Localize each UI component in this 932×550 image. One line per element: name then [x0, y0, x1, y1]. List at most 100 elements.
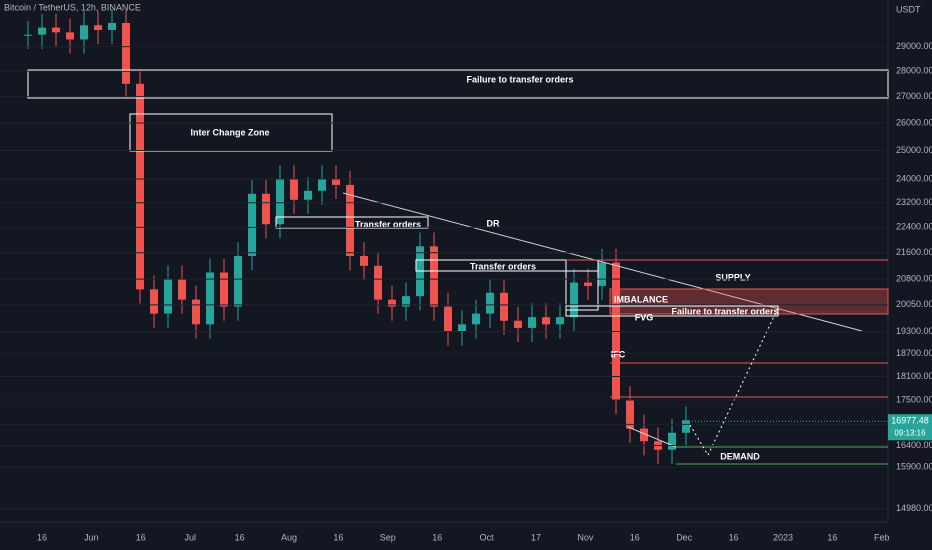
time-tick-label: Dec	[676, 532, 693, 542]
annotation: DR	[487, 218, 500, 228]
candle-body	[542, 317, 550, 325]
wedge-line	[627, 426, 677, 448]
price-tick-label: 20050.00	[896, 299, 932, 309]
price-badge	[888, 414, 932, 441]
price-tick-label: 26000.00	[896, 117, 932, 127]
candle-body	[304, 190, 312, 200]
countdown: 09:13:16	[894, 428, 926, 437]
candle-body	[206, 272, 214, 325]
candle-body	[486, 292, 494, 314]
candle-body	[682, 420, 690, 433]
zone-box	[27, 69, 889, 99]
candle-body	[220, 272, 228, 307]
price-tick-label: 21600.00	[896, 247, 932, 257]
candle-body	[388, 299, 396, 307]
candle-body	[430, 246, 438, 307]
time-tick-label: Oct	[480, 532, 495, 542]
annotation: Transfer orders	[355, 219, 421, 229]
candle-body	[248, 193, 256, 257]
candle-body	[472, 313, 480, 325]
candle-body	[500, 292, 508, 321]
price-tick-label: 14980.00	[896, 503, 932, 513]
time-tick-label: 16	[235, 532, 245, 542]
annotation: Failure to transfer orders	[671, 306, 778, 316]
candle-body	[136, 83, 144, 290]
zone-box	[565, 305, 779, 317]
projection-path	[689, 307, 779, 457]
zone-box	[129, 113, 333, 152]
candle-body	[668, 432, 676, 450]
time-tick-label: 16	[136, 532, 146, 542]
time-tick-label: 16	[432, 532, 442, 542]
candle-body	[38, 27, 46, 35]
time-tick-label: Sep	[380, 532, 396, 542]
candle-body	[178, 279, 186, 300]
candle-body	[150, 289, 158, 314]
candle-body	[570, 282, 578, 318]
price-tick-label: 16400.00	[896, 440, 932, 450]
symbol-header: Bitcoin / TetherUS, 12h, BINANCE	[4, 2, 141, 12]
candles	[24, 9, 690, 464]
last-price: 16977.48	[891, 416, 929, 426]
time-tick-label: 16	[37, 532, 47, 542]
candle-body	[556, 317, 564, 325]
time-tick-label: 2023	[773, 532, 793, 542]
time-tick-label: Feb	[874, 532, 890, 542]
candle-body	[318, 179, 326, 191]
candle-body	[66, 32, 74, 40]
candle-body	[24, 34, 32, 36]
candle-body	[584, 282, 592, 286]
price-unit: USDT	[896, 4, 921, 14]
price-tick-label: 28000.00	[896, 66, 932, 76]
trend-line	[342, 192, 863, 332]
time-tick-label: 16	[630, 532, 640, 542]
candle-body	[514, 320, 522, 328]
candle-body	[640, 428, 648, 442]
annotation: Transfer orders	[470, 261, 536, 271]
candle-body	[626, 400, 634, 429]
candle-body	[332, 179, 340, 185]
price-tick-label: 27000.00	[896, 91, 932, 101]
candle-body	[52, 27, 60, 33]
time-tick-label: 16	[333, 532, 343, 542]
price-tick-label: 17500.00	[896, 394, 932, 404]
candle-body	[234, 256, 242, 307]
price-tick-label: 20800.00	[896, 274, 932, 284]
price-tick-label: 24000.00	[896, 173, 932, 183]
candle-body	[458, 324, 466, 332]
candle-body	[528, 317, 536, 328]
annotation: FVG	[635, 312, 654, 322]
price-tick-label: 18100.00	[896, 371, 932, 381]
time-tick-label: 17	[531, 532, 541, 542]
annotation: IMBALANCE	[614, 294, 668, 304]
price-tick-label: 19300.00	[896, 326, 932, 336]
imbalance-zone	[609, 288, 889, 315]
annotation: Failure to transfer orders	[466, 74, 573, 84]
time-tick-label: Aug	[281, 532, 297, 542]
annotation: SUPPLY	[715, 272, 750, 282]
price-tick-label: 18700.00	[896, 348, 932, 358]
price-tick-label: 22400.00	[896, 222, 932, 232]
candle-body	[262, 193, 270, 225]
time-tick-label: Nov	[577, 532, 594, 542]
candle-body	[94, 25, 102, 30]
candle-body	[192, 299, 200, 325]
last-price-label: 16977.48 09:13:16	[888, 414, 932, 441]
candle-body	[122, 22, 130, 84]
candle-body	[402, 296, 410, 307]
candle-body	[346, 184, 354, 257]
candle-body	[290, 179, 298, 200]
time-tick-label: Jul	[184, 532, 196, 542]
price-tick-label: 29000.00	[896, 41, 932, 51]
candle-body	[276, 179, 284, 225]
price-tick-label: 23200.00	[896, 197, 932, 207]
candle-body	[164, 279, 172, 314]
annotation: DEMAND	[720, 451, 760, 461]
candle-body	[108, 22, 116, 30]
candle-body	[360, 256, 368, 266]
annotation: Inter Change Zone	[190, 127, 269, 137]
candle-body	[598, 262, 606, 286]
time-tick-label: 16	[827, 532, 837, 542]
